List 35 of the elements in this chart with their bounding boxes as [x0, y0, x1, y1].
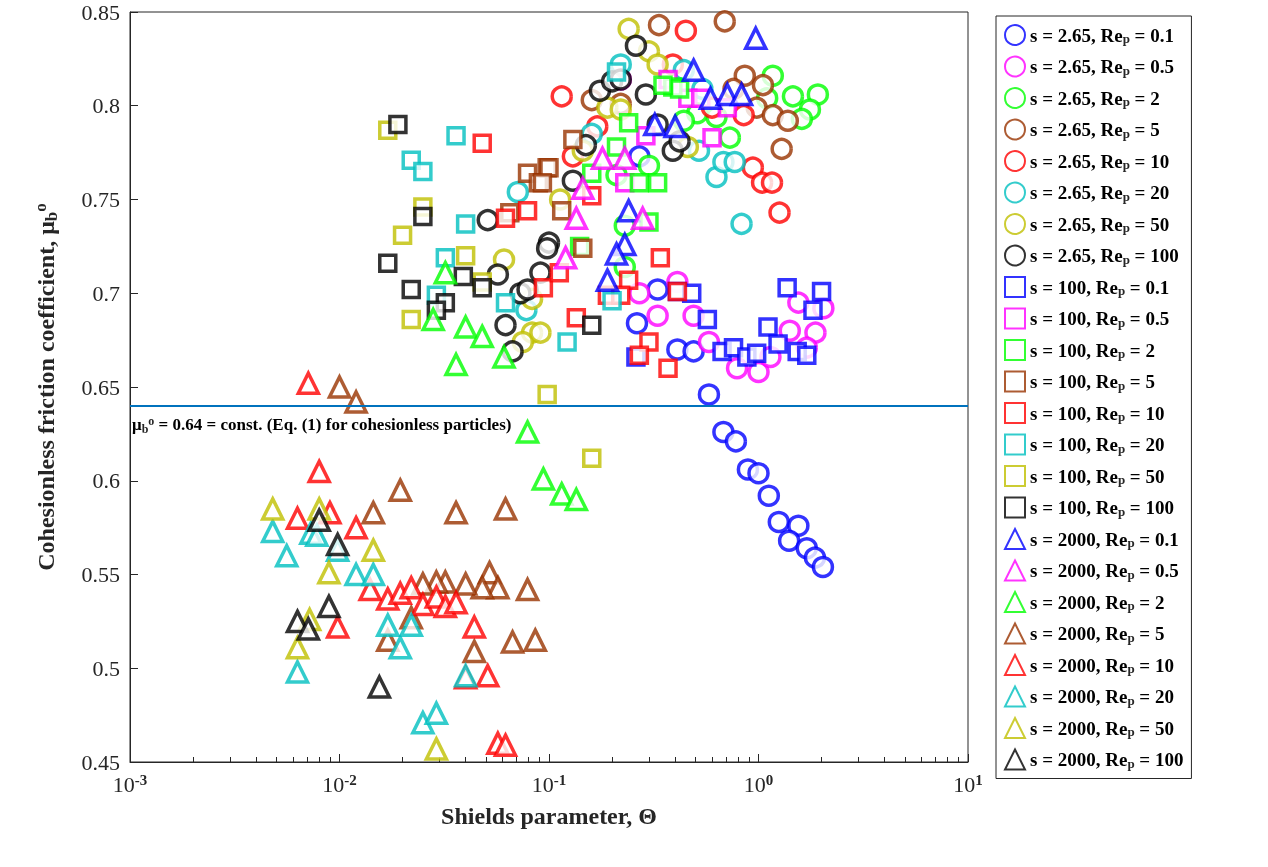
legend-label: s = 2.65, Rep = 2	[1030, 87, 1160, 109]
legend-label: s = 100, Rep = 5	[1030, 371, 1155, 393]
y-tick-label: 0.45	[81, 749, 120, 775]
y-tick-label: 0.55	[81, 562, 120, 587]
legend-label: s = 2.65, Rep = 5	[1030, 119, 1160, 141]
legend-label: s = 2000, Rep = 5	[1030, 623, 1165, 645]
legend-label: s = 2.65, Rep = 0.5	[1030, 56, 1174, 78]
y-tick-label: 0.5	[92, 655, 120, 681]
legend-label: s = 2.65, Rep = 10	[1030, 150, 1170, 172]
legend-label: s = 2.65, Rep = 0.1	[1030, 24, 1174, 46]
legend-label: s = 100, Rep = 20	[1030, 434, 1165, 456]
legend-label: s = 100, Rep = 2	[1030, 339, 1155, 361]
legend-label: s = 2000, Rep = 100	[1030, 749, 1184, 771]
y-tick-label: 0.85	[81, 0, 120, 25]
y-axis-title: Cohesionless friction coefficient, μbo	[31, 203, 61, 571]
legend-label: s = 2000, Rep = 10	[1030, 654, 1174, 676]
legend-label: s = 2000, Rep = 0.5	[1030, 560, 1179, 582]
legend-label: s = 2000, Rep = 20	[1030, 686, 1174, 708]
legend-label: s = 100, Rep = 10	[1030, 402, 1165, 424]
legend-label: s = 2000, Rep = 2	[1030, 591, 1165, 613]
y-tick-label: 0.65	[81, 374, 120, 400]
y-tick-label: 0.6	[92, 468, 120, 494]
x-axis-title: Shields parameter, Θ	[441, 803, 657, 829]
y-tick-label: 0.8	[92, 93, 120, 119]
legend-label: s = 100, Rep = 50	[1030, 465, 1165, 487]
legend-label: s = 2.65, Rep = 50	[1030, 213, 1170, 235]
legend-label: s = 100, Rep = 100	[1030, 497, 1174, 519]
legend-label: s = 2.65, Rep = 20	[1030, 182, 1170, 204]
legend-label: s = 2000, Rep = 50	[1030, 717, 1174, 739]
legend-label: s = 100, Rep = 0.5	[1030, 308, 1170, 330]
y-tick-label: 0.7	[92, 280, 120, 306]
legend-label: s = 2000, Rep = 0.1	[1030, 528, 1179, 550]
legend-label: s = 2.65, Rep = 100	[1030, 245, 1179, 267]
y-tick-label: 0.75	[81, 187, 120, 212]
legend-label: s = 100, Rep = 0.1	[1030, 276, 1170, 298]
